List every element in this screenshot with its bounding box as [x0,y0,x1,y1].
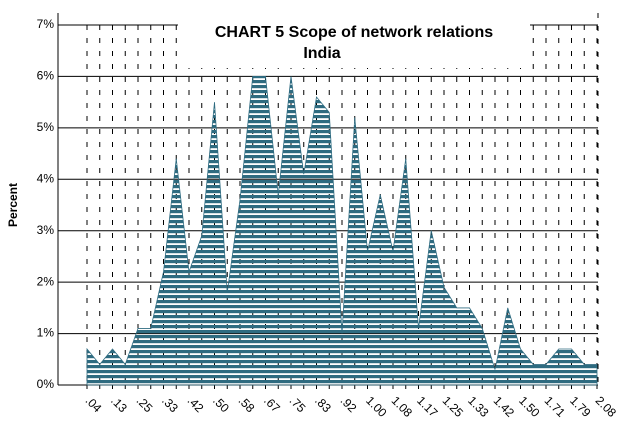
x-tick-label: 1.79 [567,393,594,420]
chart-subtitle: India [303,45,340,62]
y-tick-label: 4% [37,171,55,185]
y-axis-label: Percent [6,183,20,227]
y-tick-label: 6% [37,69,55,83]
x-tick-label: 1.33 [465,393,492,420]
x-tick-label: 1.42 [491,393,518,420]
x-tick-label: 2.08 [593,393,620,420]
y-tick-label: 7% [37,17,55,31]
x-tick-label: .42 [185,393,207,415]
x-tick-label: .33 [159,393,181,415]
x-tick-label: .25 [134,393,156,415]
area [86,76,598,386]
y-tick-label: 1% [37,326,55,340]
y-tick-label: 3% [37,223,55,237]
x-tick-label: .04 [83,393,105,415]
y-tick-label: 0% [37,377,55,391]
x-tick-label: .67 [261,393,283,415]
x-tick-label: 1.08 [389,393,416,420]
x-tick-label: .50 [210,393,232,415]
x-tick-label: .75 [287,393,309,415]
x-tick-label: .58 [236,393,258,415]
x-tick-label: .13 [108,393,130,415]
x-tick-label: .92 [338,393,360,415]
x-tick-label: 1.17 [414,393,441,420]
x-tick-label: 1.25 [440,393,467,420]
title-background [178,16,530,68]
x-tick-label: 1.50 [516,393,543,420]
y-tick-label: 2% [37,274,55,288]
x-tick-label: 1.00 [363,393,390,420]
x-tick-label: 1.71 [542,393,569,420]
chart-title: CHART 5 Scope of network relations [215,24,493,41]
x-tick-label: .83 [312,393,334,415]
y-tick-label: 5% [37,120,55,134]
marks [86,76,598,386]
